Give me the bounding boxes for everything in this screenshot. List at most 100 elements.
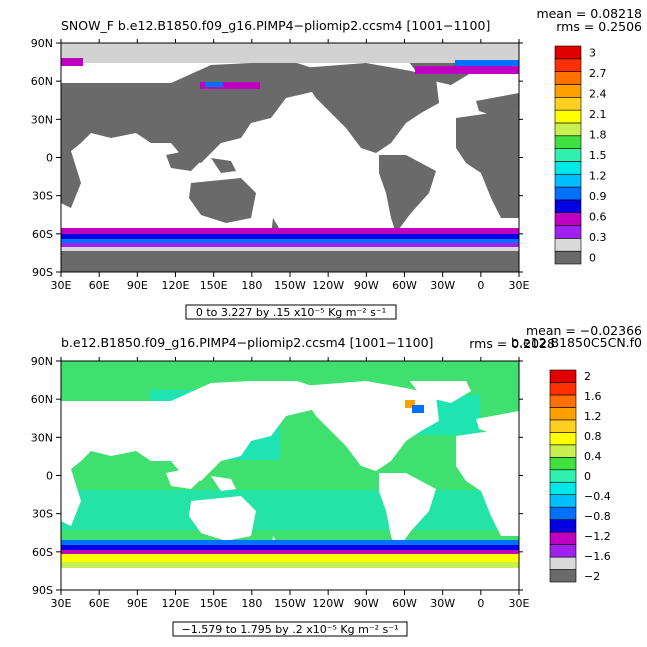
colorbar-label: 3 [589,46,596,59]
colorbar-label: 0.3 [589,231,607,244]
y-tick-label: 90S [32,266,53,279]
bottom-rms-label: rms = 0.2028 [469,336,555,351]
colorbar-label: −2 [584,570,600,583]
colorbar-box [554,225,582,239]
colorbar-label: 0.6 [589,211,607,224]
colorbar-box [549,432,577,446]
colorbar-box [554,212,582,226]
x-tick-label: 30E [51,279,72,292]
colorbar-box [549,519,577,533]
colorbar-box [549,569,577,583]
colorbar-box [554,148,582,162]
bottom-so-band4 [61,554,519,562]
x-tick-label: 0 [477,279,484,292]
top-band-natl-blue [455,60,519,66]
colorbar-box [549,369,577,383]
top-range-box: 0 to 3.227 by .15 x10⁻⁵ Kg m⁻² s⁻¹ [185,304,397,320]
top-so-band3 [61,239,519,243]
colorbar-box [554,161,582,175]
bottom-range-box: −1.579 to 1.795 by .2 x10⁻⁵ Kg m⁻² s⁻¹ [172,621,408,637]
bottom-right-title: b.e12.B1850C5CN.f0 [511,335,642,350]
colorbar-label: 2 [584,370,591,383]
colorbar-label: 0.8 [584,430,602,443]
colorbar-label: 0 [584,470,591,483]
top-band-natl [415,66,519,74]
x-tick-label: 120E [162,279,190,292]
y-tick-label: 30S [32,508,53,521]
x-tick-label: 180 [241,597,262,610]
y-tick-label: 30N [31,431,53,444]
colorbar-box [549,419,577,433]
top-rms-label: rms = 0.2506 [556,19,642,34]
top-so-band4 [61,243,519,247]
top-so-band5 [61,247,519,251]
bottom-panel: b.e12.B1850.f09_g16.PIMP4−pliomip2.ccsm4… [31,323,642,637]
x-tick-label: 90W [354,597,379,610]
x-tick-label: 60E [89,279,110,292]
bottom-mean-label: mean = −0.02366 [526,323,642,338]
colorbar-box [554,84,582,98]
colorbar-label: 1.5 [589,149,607,162]
x-tick-label: 30E [509,597,530,610]
colorbar-box [549,544,577,558]
colorbar-label: 1.2 [589,170,607,183]
top-arctic-ice [61,43,519,63]
bottom-range-label: −1.579 to 1.795 by .2 x10⁻⁵ Kg m⁻² s⁻¹ [182,623,399,636]
bottom-warm-spot [405,400,415,408]
top-so-band1 [61,228,519,234]
colorbar-box [554,250,582,265]
x-tick-label: 150E [200,279,228,292]
colorbar-label: 0.4 [584,450,602,463]
top-panel: SNOW_F b.e12.B1850.f09_g16.PIMP4−pliomip… [31,6,642,320]
x-tick-label: 90W [354,279,379,292]
y-tick-label: 30S [32,190,53,203]
top-band-nw [61,58,83,66]
x-tick-label: 150E [200,597,228,610]
colorbar-box [554,45,582,60]
y-tick-label: 0 [46,470,53,483]
bottom-arctic [61,361,519,381]
x-tick-label: 90E [127,279,148,292]
top-mean-label: mean = 0.08218 [536,6,642,21]
colorbar-box [549,469,577,483]
x-tick-label: 30E [509,279,530,292]
top-band-npac-blue [205,82,223,87]
top-range-label: 0 to 3.227 by .15 x10⁻⁵ Kg m⁻² s⁻¹ [196,306,386,319]
x-tick-label: 60E [89,597,110,610]
colorbar-box [554,199,582,214]
bottom-so-band1 [61,540,519,545]
bottom-patch-so [61,490,519,530]
colorbar-label: −0.4 [584,490,611,503]
colorbar-box [554,71,582,85]
top-antarctica [61,251,519,272]
bottom-title: b.e12.B1850.f09_g16.PIMP4−pliomip2.ccsm4… [61,335,433,350]
x-tick-label: 120W [312,279,344,292]
colorbar-box [554,96,582,111]
bottom-y-axis: 90N 60N 30N 0 30S 60S 90S [31,355,523,597]
colorbar-box [554,109,582,124]
x-tick-label: 0 [477,597,484,610]
top-so-band2 [61,234,519,239]
x-tick-label: 120W [312,597,344,610]
top-colorbar: 0 0.3 0.6 0.9 1.2 1.5 1.8 2.1 2.4 2.7 3 [554,45,607,265]
colorbar-box [549,394,577,408]
colorbar-label: 0 [589,252,596,265]
top-x-axis: 30E 60E 90E 120E 150E 180 150W 120W 90W 60W 30W 0 30… [51,39,530,292]
bottom-so-band2 [61,545,519,550]
colorbar-box [549,407,577,421]
colorbar-box [549,481,577,496]
colorbar-label: 0.9 [589,190,607,203]
colorbar-label: −0.8 [584,510,611,523]
y-tick-label: 60S [32,228,53,241]
colorbar-label: −1.2 [584,530,611,543]
colorbar-box [549,506,577,520]
x-tick-label: 30W [430,279,455,292]
x-tick-label: 180 [241,279,262,292]
colorbar-label: 1.8 [589,128,607,141]
colorbar-box [549,382,577,396]
y-tick-label: 90N [31,355,53,368]
x-tick-label: 30W [430,597,455,610]
bottom-so-band5 [61,562,519,568]
colorbar-box [549,531,577,545]
